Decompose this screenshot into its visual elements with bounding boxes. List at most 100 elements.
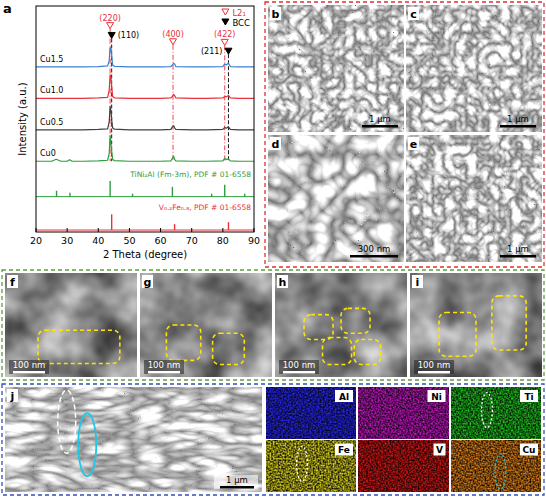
panel-letter: b: [272, 8, 280, 21]
letter-patch: [270, 137, 281, 150]
scale-bar-patch: [214, 475, 258, 489]
eds-map-bg: [451, 441, 541, 493]
sem-image-bg: [268, 5, 404, 132]
sem-image-bg: [5, 387, 262, 492]
panel-letter: h: [279, 276, 287, 289]
precipitate-outline: [341, 308, 370, 333]
sem-image: [268, 5, 404, 132]
peak-guide: [173, 45, 174, 161]
sem-image: [406, 135, 542, 262]
reference-label: TiNi₂Al (Fm-3m), PDF # 01-6558: [129, 170, 251, 179]
tem-image-bg: [140, 273, 272, 377]
peak-label: (110): [118, 31, 140, 40]
scale-bar: [500, 255, 536, 258]
letter-patch: [412, 275, 423, 288]
eds-map: [266, 387, 356, 439]
y-axis-title: Intensity (a.u.): [17, 82, 28, 155]
x-tick-label: 30: [61, 235, 73, 246]
legend-label: BCC: [232, 18, 250, 28]
x-tick: [98, 228, 99, 232]
scale-bar: [362, 125, 398, 128]
peak-marker: [107, 23, 114, 29]
sem-image: [268, 135, 404, 262]
sem-image: [5, 387, 262, 492]
scale-bar-patch: [144, 360, 184, 374]
panel-letter: c: [410, 8, 417, 21]
scale-bar-label: 300 nm: [358, 244, 391, 254]
tem-image: [140, 273, 272, 377]
peak-label: (422): [214, 30, 236, 39]
series-label: Cu0.5: [40, 118, 63, 127]
scale-bar: [350, 255, 398, 258]
legend: L2₁BCC: [222, 8, 250, 28]
eds-map: [451, 441, 541, 493]
xrd-curve: [36, 106, 254, 130]
eds-map-bg: [359, 387, 449, 439]
x-tick: [160, 228, 161, 232]
region-outline: [58, 390, 76, 453]
peak-label: (400): [162, 30, 184, 39]
reference-baseline: [36, 196, 254, 197]
x-tick: [36, 228, 37, 232]
eds-map: [451, 387, 541, 439]
x-tick-label: 70: [186, 235, 198, 246]
scale-bar-label: 1 μm: [226, 475, 248, 485]
figure: a20304050607080902 Theta (degree)Intensi…: [0, 0, 546, 497]
letter-patch: [270, 7, 281, 20]
precipitate-outline: [213, 333, 245, 364]
x-tick-label: 40: [92, 235, 104, 246]
tem-image-bg: [410, 273, 542, 377]
group-box: [265, 2, 544, 267]
reference-baseline: [36, 230, 254, 231]
tem-group: f100 nmg100 nmh100 nmi100 nm: [2, 270, 544, 380]
x-tick-label: 90: [248, 235, 260, 246]
element-label: Ti: [524, 392, 533, 402]
sem-image-bg: [406, 135, 542, 262]
element-label: Ni: [431, 392, 442, 402]
peak-guide: [224, 45, 225, 161]
eds-map: [359, 387, 449, 439]
element-patch: [434, 444, 446, 456]
sem-group: b1 μmc1 μmd300 nme1 μm: [265, 2, 544, 267]
scale-bar-label: 100 nm: [418, 360, 451, 370]
letter-patch: [7, 275, 18, 288]
x-tick: [129, 228, 130, 232]
element-patch: [428, 390, 446, 402]
reference-stick: [228, 222, 229, 230]
peak-marker: [108, 32, 115, 38]
reference-stick: [174, 224, 175, 230]
peak-marker: [225, 48, 232, 54]
scale-bar-patch: [9, 360, 49, 374]
peak-marker: [170, 39, 177, 45]
precipitate-outline: [439, 313, 476, 357]
panel-letter: a: [3, 1, 12, 16]
tem-image-bg: [275, 273, 407, 377]
sem-image: [406, 5, 542, 132]
plot-frame: [36, 6, 254, 232]
x-tick-label: 20: [30, 235, 42, 246]
reference-stick: [224, 185, 225, 197]
panel-letter: j: [10, 390, 15, 403]
element-label: Fe: [338, 445, 350, 455]
reference-stick: [132, 194, 133, 197]
tem-image: [275, 273, 407, 377]
scale-bar: [500, 125, 536, 128]
precipitate-outline: [304, 315, 333, 340]
letter-patch: [408, 7, 419, 20]
element-label: Cu: [522, 445, 535, 455]
panel-letter: f: [10, 276, 15, 289]
x-tick: [67, 228, 68, 232]
group-box: [2, 384, 544, 495]
peak-label: (220): [99, 14, 121, 23]
scale-bar: [148, 371, 180, 374]
reference-stick: [111, 214, 112, 230]
element-patch: [335, 390, 353, 402]
x-tick: [254, 228, 255, 232]
tem-image: [5, 273, 137, 377]
scale-bar-label: 1 μm: [507, 244, 529, 254]
element-patch: [520, 444, 538, 456]
region-outline: [495, 454, 506, 489]
letter-patch: [142, 275, 153, 288]
reference-label: V₀.₂Fe₀.₈, PDF # 01-6558: [159, 203, 251, 212]
plot-area: [36, 23, 254, 230]
